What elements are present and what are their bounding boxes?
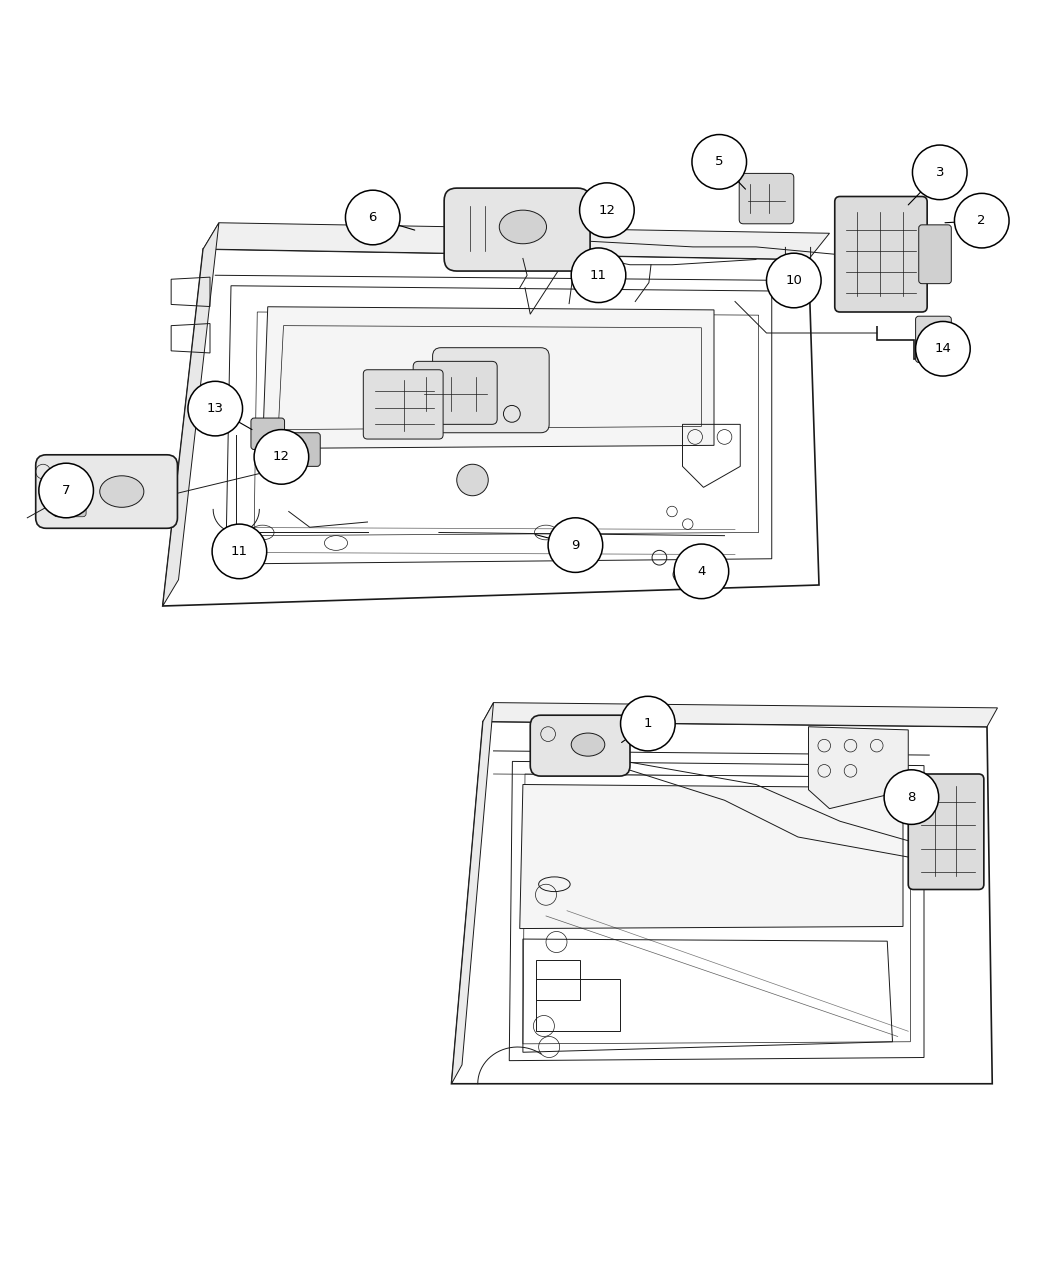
Polygon shape: [163, 223, 219, 606]
Circle shape: [441, 376, 467, 404]
FancyBboxPatch shape: [919, 224, 951, 283]
Ellipse shape: [500, 210, 546, 244]
Text: 13: 13: [207, 402, 224, 416]
Text: 8: 8: [907, 790, 916, 803]
FancyBboxPatch shape: [908, 774, 984, 890]
Circle shape: [912, 145, 967, 200]
Circle shape: [571, 247, 626, 302]
Bar: [536, 960, 580, 1000]
Text: 7: 7: [62, 484, 70, 497]
FancyBboxPatch shape: [413, 361, 498, 425]
FancyBboxPatch shape: [835, 196, 927, 312]
Circle shape: [188, 381, 243, 436]
Polygon shape: [808, 727, 908, 808]
Bar: [932, 332, 940, 343]
Circle shape: [345, 190, 400, 245]
Circle shape: [621, 696, 675, 751]
Circle shape: [954, 194, 1009, 247]
Text: 11: 11: [590, 269, 607, 282]
Text: 10: 10: [785, 274, 802, 287]
Circle shape: [457, 464, 488, 496]
Circle shape: [916, 321, 970, 376]
FancyBboxPatch shape: [530, 715, 630, 776]
Circle shape: [212, 524, 267, 579]
Circle shape: [692, 135, 747, 189]
Text: 12: 12: [598, 204, 615, 217]
Bar: [922, 332, 929, 343]
Polygon shape: [520, 784, 903, 928]
Text: 14: 14: [934, 342, 951, 356]
Text: 6: 6: [369, 210, 377, 224]
Polygon shape: [483, 703, 997, 727]
Polygon shape: [262, 307, 714, 449]
FancyBboxPatch shape: [916, 316, 951, 362]
FancyBboxPatch shape: [54, 492, 86, 516]
Text: 2: 2: [978, 214, 986, 227]
Polygon shape: [452, 703, 494, 1084]
FancyBboxPatch shape: [251, 418, 285, 450]
Bar: [922, 346, 929, 356]
Text: 1: 1: [644, 717, 652, 731]
Text: 5: 5: [715, 156, 723, 168]
FancyBboxPatch shape: [739, 173, 794, 224]
Circle shape: [884, 770, 939, 825]
Polygon shape: [204, 223, 830, 260]
Circle shape: [548, 518, 603, 572]
Text: 9: 9: [571, 538, 580, 552]
Circle shape: [254, 430, 309, 484]
Ellipse shape: [100, 476, 144, 507]
Bar: [536, 979, 620, 1031]
Circle shape: [766, 254, 821, 307]
Text: 12: 12: [273, 450, 290, 463]
Bar: [932, 346, 940, 356]
FancyBboxPatch shape: [36, 455, 177, 528]
Text: 11: 11: [231, 544, 248, 558]
FancyBboxPatch shape: [285, 432, 320, 467]
Text: 4: 4: [697, 565, 706, 578]
Ellipse shape: [571, 733, 605, 756]
Circle shape: [39, 463, 93, 518]
Circle shape: [674, 544, 729, 599]
Text: 3: 3: [936, 166, 944, 178]
Circle shape: [580, 182, 634, 237]
FancyBboxPatch shape: [444, 189, 590, 272]
FancyBboxPatch shape: [433, 348, 549, 432]
FancyBboxPatch shape: [363, 370, 443, 439]
